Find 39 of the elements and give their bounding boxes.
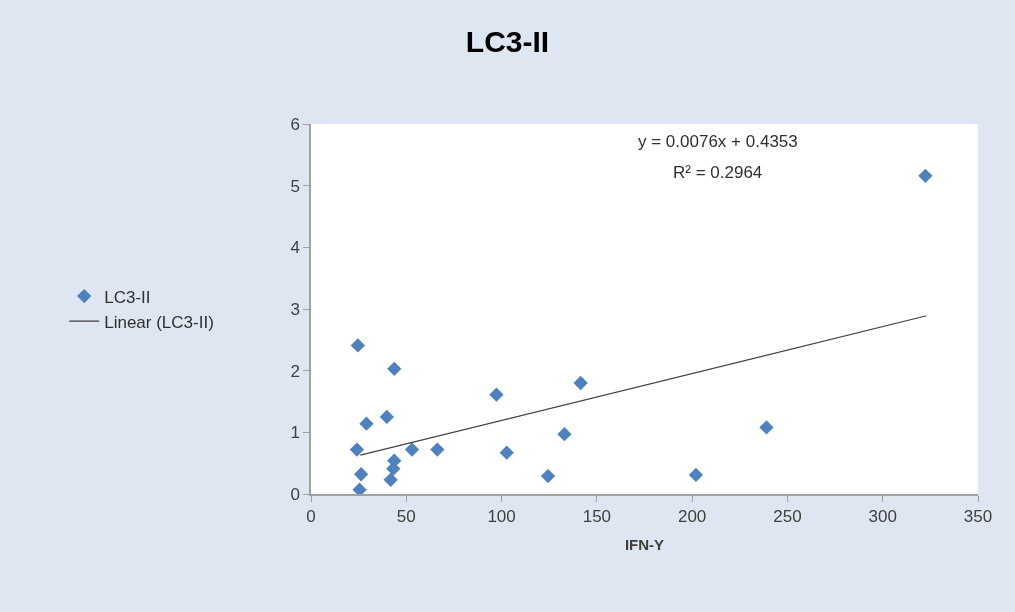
x-tick-label: 200 (677, 507, 707, 527)
x-tick-label: 50 (396, 507, 416, 527)
y-tick-label: 4 (290, 238, 300, 258)
point (379, 409, 394, 425)
legend-label: Linear (LC3-II) (104, 312, 214, 332)
point (759, 420, 774, 435)
point (499, 445, 514, 460)
point (430, 442, 445, 457)
point (489, 387, 504, 402)
x-axis-title: IFN-Y (624, 535, 665, 553)
x-tick-label: 250 (773, 507, 802, 527)
y-tick-label: 3 (290, 299, 300, 319)
annotation: y = 0.0076x + 0.4353 (638, 132, 798, 151)
point (353, 467, 369, 482)
y-tick-label: 1 (290, 423, 300, 443)
y-tick-label: 5 (290, 176, 300, 196)
point (359, 416, 374, 431)
point (557, 427, 572, 442)
x-tick-label: 150 (582, 507, 612, 527)
point (350, 338, 366, 353)
point (352, 482, 367, 494)
y-tick-label: 2 (290, 361, 300, 381)
x-tick-label: 0 (306, 507, 316, 527)
point (387, 361, 402, 376)
y-tick-label: 0 (290, 484, 300, 504)
point (383, 472, 398, 487)
point (573, 375, 588, 391)
point (688, 467, 704, 483)
x-tick-label: 350 (963, 507, 993, 527)
x-tick-label: 300 (868, 507, 897, 527)
point (349, 442, 365, 457)
point (918, 168, 933, 183)
x-tick-label: 100 (487, 507, 516, 527)
point (404, 442, 420, 457)
annotation: R² = 0.2964 (673, 163, 763, 182)
point (540, 468, 556, 484)
legend-label: LC3-II (104, 287, 151, 307)
chart-title: LC3-II (465, 24, 550, 58)
y-tick-label: 6 (290, 114, 300, 134)
